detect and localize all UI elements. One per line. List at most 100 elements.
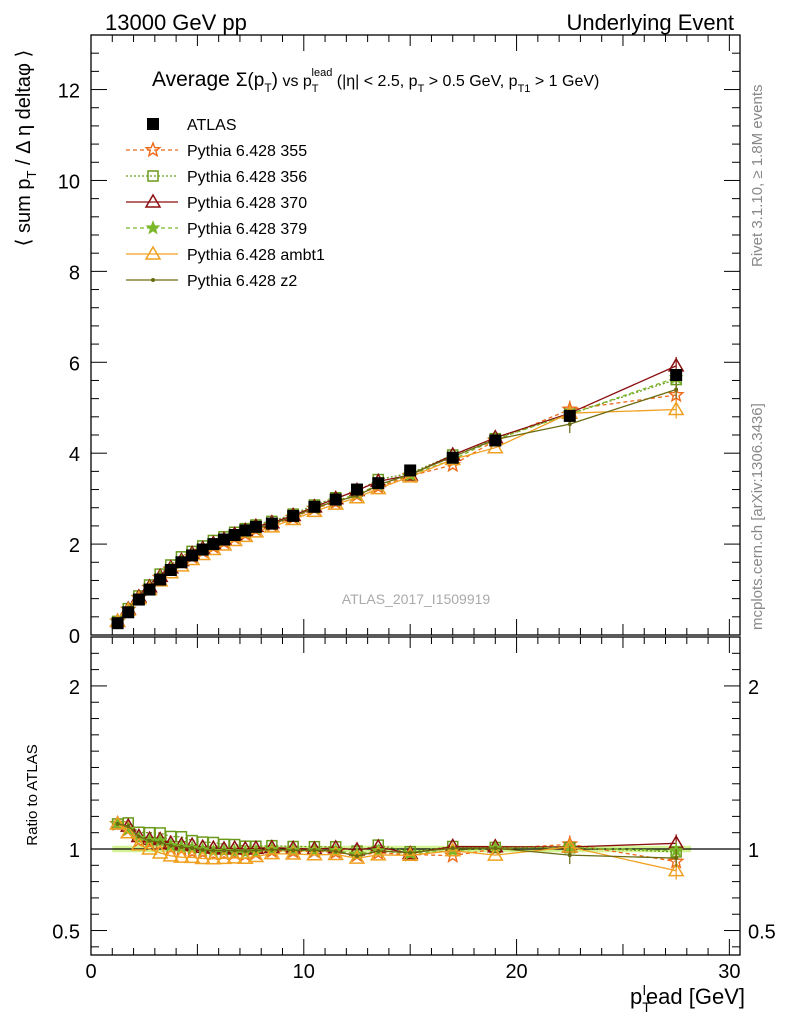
ratio-point-z2 (333, 849, 338, 854)
ratio-point-ambt1 (173, 848, 190, 863)
rivet-version-text: Rivet 3.1.10, ≥ 1.8M events (749, 85, 766, 268)
atlas-data-point (143, 583, 156, 596)
legend-label: Pythia 6.428 z2 (187, 273, 297, 290)
ratio-point-ambt1 (369, 846, 387, 861)
ratio-y-tick-label: 2 (69, 677, 80, 699)
ratio-point-z2 (126, 824, 131, 829)
ratio-point-z2 (243, 849, 248, 854)
legend-marker (144, 141, 162, 158)
ratio-y-tick-label-right: 1 (748, 840, 759, 862)
ratio-point-z2 (408, 850, 413, 855)
legend-label: Pythia 6.428 355 (187, 143, 307, 160)
main-y-tick-label: 2 (69, 535, 80, 557)
atlas-data-point (563, 409, 576, 422)
ratio-point-z2 (115, 821, 120, 826)
ratio-frame (90, 636, 741, 956)
main-y-tick-label: 4 (69, 444, 80, 466)
ratio-point-ambt1 (401, 846, 419, 862)
ratio-point-ambt1 (119, 824, 137, 839)
legend-marker (151, 278, 155, 282)
ratio-point-ambt1 (226, 849, 243, 864)
atlas-data-point (186, 549, 199, 562)
ratio-point-z2 (269, 847, 274, 852)
atlas-data-point (111, 617, 124, 630)
ratio-y-tick-label: 1 (69, 840, 80, 862)
x-tick-label: 0 (85, 961, 96, 983)
atlas-data-point (372, 477, 385, 490)
ratio-point-z2 (291, 848, 296, 853)
atlas-data-point (154, 573, 167, 586)
atlas-data-point (265, 517, 278, 530)
ratio-point-z2 (147, 838, 152, 843)
ratio-y-tick-label-right: 2 (748, 677, 759, 699)
ratio-plot-area: 0 10 20 30 0.5 0.5 1 1 2 2 (52, 636, 776, 983)
series-line-379 (117, 377, 677, 622)
ratio-point-ambt1 (486, 846, 504, 861)
main-y-tick-label: 10 (58, 171, 80, 193)
header-left-text: 13000 GeV pp (105, 10, 247, 35)
atlas-data-point (132, 593, 145, 606)
series-line-ambt1 (117, 408, 677, 622)
legend-label: ATLAS (187, 117, 237, 134)
ratio-point-z2 (211, 848, 216, 853)
ratio-point-z2 (168, 843, 173, 848)
ratio-point-ambt1 (194, 850, 212, 865)
series-line-356 (117, 378, 677, 622)
header-right-text: Underlying Event (566, 10, 734, 35)
ratio-point-ambt1 (162, 847, 180, 862)
ratio-ylabel: Ratio to ATLAS (24, 744, 41, 845)
main-y-tick-label: 0 (69, 626, 80, 648)
main-plot-area: 0 2 4 6 8 10 12 (58, 34, 741, 648)
legend: ATLAS Pythia 6.428 355 Pythia 6.428 356 Pyt… (126, 117, 325, 290)
ratio-y-tick-label: 0.5 (52, 922, 80, 944)
ratio-point-z2 (190, 846, 195, 851)
ratio-point-z2 (158, 840, 163, 845)
atlas-data-point (308, 500, 321, 513)
series-line-370 (117, 365, 677, 622)
atlas-data-point (207, 538, 220, 551)
ratio-point-ambt1 (205, 850, 222, 865)
atlas-data-point (228, 529, 241, 541)
main-frame (90, 34, 741, 636)
legend-marker (147, 170, 159, 182)
ratio-point-z2 (354, 854, 359, 859)
ratio-point-ambt1 (151, 844, 169, 859)
ratio-y-tick-label-right: 0.5 (748, 922, 776, 944)
atlas-data-point (489, 434, 502, 447)
ratio-point-ambt1 (306, 846, 323, 861)
plot-title: Average Σ(pT) vs pTlead (|η| < 2.5, pT >… (152, 67, 599, 95)
ratio-point-ambt1 (215, 849, 233, 865)
ratio-line-ambt1 (117, 823, 677, 872)
ratio-point-z2 (376, 848, 381, 853)
atlas-data-point (239, 524, 252, 537)
ratio-point-ambt1 (236, 849, 254, 864)
ratio-point-z2 (253, 848, 258, 853)
legend-label: Pythia 6.428 379 (187, 221, 307, 238)
ratio-point-ambt1 (141, 840, 158, 855)
legend-label: Pythia 6.428 356 (187, 169, 307, 186)
ratio-point-z2 (221, 848, 226, 853)
legend-marker (144, 193, 162, 208)
main-y-tick-label: 8 (69, 262, 80, 284)
series-line-355 (117, 394, 677, 622)
legend-label: Pythia 6.428 ambt1 (187, 247, 325, 264)
atlas-data-point (196, 543, 209, 556)
atlas-data-point (350, 483, 363, 496)
atlas-data-point (404, 464, 417, 477)
ratio-point-ambt1 (183, 848, 201, 864)
ratio-point-z2 (136, 834, 141, 839)
atlas-data-point (122, 606, 135, 619)
ratio-point-ambt1 (130, 836, 148, 851)
series-line-z2 (117, 388, 677, 622)
atlas-data-point (249, 520, 262, 533)
ratio-point-z2 (200, 847, 205, 852)
ratio-point-ambt1 (284, 845, 302, 860)
atlas-data-point (164, 564, 177, 576)
main-y-tick-label: 12 (58, 81, 80, 103)
analysis-watermark: ATLAS_2017_I1509919 (342, 591, 491, 607)
ratio-point-ambt1 (263, 845, 281, 860)
legend-marker (144, 245, 162, 260)
x-tick-label: 20 (505, 961, 527, 983)
ratio-point-z2 (493, 846, 498, 851)
